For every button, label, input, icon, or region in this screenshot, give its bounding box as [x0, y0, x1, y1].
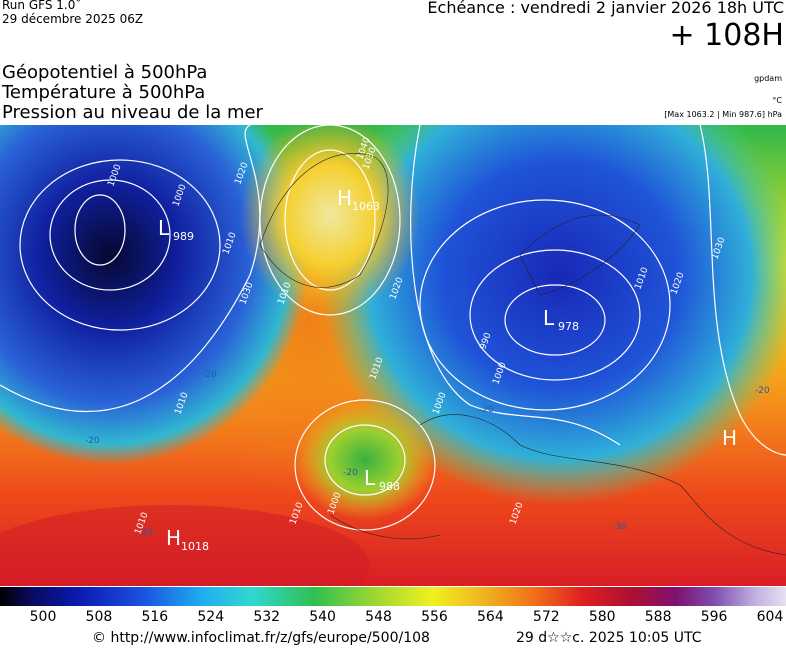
model: Run GFS 1.0˚	[2, 0, 82, 12]
temperature-label: -20	[343, 468, 358, 478]
field	[295, 400, 435, 520]
colorbar-tick: 556	[421, 609, 448, 625]
center-kind: L	[364, 466, 376, 490]
layer: Pression au niveau de la mer	[2, 102, 263, 123]
colorbar-tick: 532	[253, 609, 281, 625]
unit: gpdam	[754, 74, 782, 83]
temperature-label: -20	[479, 405, 494, 415]
center-kind: L	[543, 306, 555, 330]
isobars	[0, 125, 786, 531]
valid-time: Echéance : vendredi 2 janvier 2026 18h U…	[427, 0, 784, 17]
footer-url: © http://www.infoclimat.fr/z/gfs/europe/…	[92, 630, 430, 646]
colorbar-tick: 572	[532, 609, 560, 625]
center-value: 1063	[352, 200, 380, 213]
center-value: 989	[173, 230, 194, 243]
center-kind: H	[166, 526, 181, 550]
colorbar	[0, 587, 786, 606]
temperature-label: -20	[202, 370, 217, 380]
coastlines	[259, 153, 786, 556]
colorbar-tick: 500	[29, 609, 57, 625]
layer: Géopotentiel à 500hPa	[2, 62, 208, 83]
colorbar-tick: 580	[588, 609, 616, 625]
unit: [Max 1063.2 | Min 987.6] hPa	[664, 110, 782, 119]
footer-time: 29 d☆☆c. 2025 10:05 UTC	[516, 630, 702, 646]
field	[240, 125, 420, 315]
colorbar-tick: 548	[365, 609, 392, 625]
unit: °C	[772, 96, 782, 105]
lead-time: + 108H	[669, 18, 785, 53]
field	[0, 505, 370, 586]
center-kind: H	[722, 426, 737, 450]
colorbar-tick: 596	[700, 609, 728, 625]
center-value: 1018	[181, 540, 209, 553]
center-value: 988	[379, 480, 400, 493]
colorbar-tick: 524	[197, 609, 225, 625]
colorbar-tick: 508	[85, 609, 113, 625]
field	[0, 125, 310, 465]
center-kind: H	[337, 186, 352, 210]
colorbar-tick: 588	[644, 609, 672, 625]
center-kind: L	[158, 216, 170, 240]
colorbar-tick: 516	[141, 609, 169, 625]
colorbar-tick: 604	[756, 609, 784, 625]
field	[320, 125, 786, 505]
temperature-label: -10	[138, 528, 153, 538]
layer: Température à 500hPa	[2, 82, 206, 103]
colorbar-tick: 540	[309, 609, 336, 625]
center-value: 978	[558, 320, 579, 333]
temperature-label: -30	[612, 522, 627, 532]
temperature-label: -20	[85, 436, 100, 446]
temperature-label: -20	[755, 386, 770, 396]
run-date: 29 décembre 2025 06Z	[2, 12, 144, 26]
colorbar-tick: 564	[477, 609, 504, 625]
